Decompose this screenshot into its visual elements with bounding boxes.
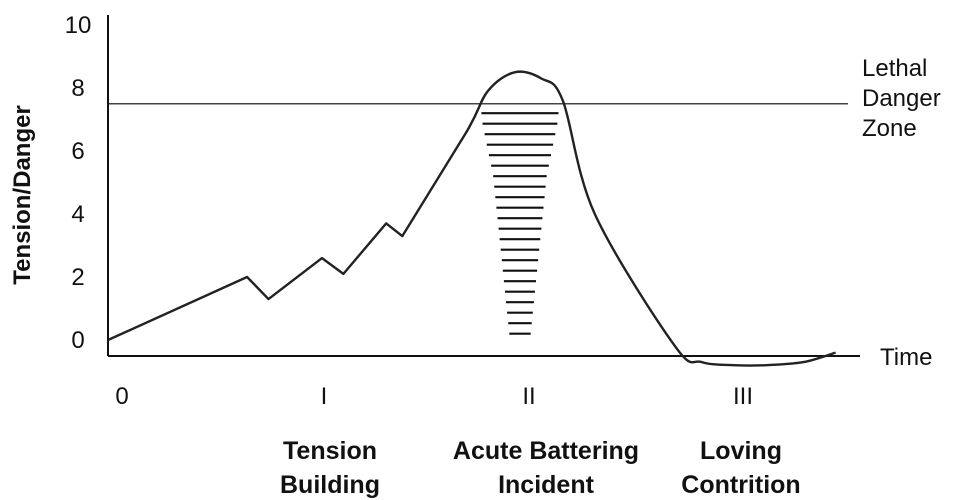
phase-title-line: Building (280, 471, 380, 499)
threshold-label-line: Danger (862, 85, 941, 112)
acute-incident-shading (481, 113, 558, 334)
y-tick-label: 6 (71, 138, 84, 165)
threshold-label-line: Zone (862, 115, 917, 142)
phase-title-line: Contrition (681, 471, 800, 499)
y-tick-label: 2 (71, 264, 84, 291)
y-tick-label: 4 (71, 201, 84, 228)
phase-title-line: Incident (498, 471, 595, 499)
y-tick-label: 0 (71, 327, 84, 354)
y-tick-label: 8 (71, 75, 84, 102)
phase-title-line: Loving (700, 437, 782, 465)
y-tick-label: 10 (65, 12, 92, 39)
y-axis-label: Tension/Danger (9, 105, 36, 285)
threshold-label-line: Lethal (862, 55, 927, 82)
x-axis-label: Time (880, 344, 932, 371)
phase-title-line: Acute Battering (453, 437, 639, 465)
phase-title-line: Tension (283, 437, 377, 465)
y-tick-labels: 10 8 6 4 2 0 (65, 12, 92, 354)
tension-danger-line (108, 72, 836, 366)
phase-numeral: 0 (115, 383, 128, 410)
phase-numeral: II (522, 383, 535, 410)
phase-numeral: III (733, 383, 753, 410)
lethal-danger-zone-label: Lethal Danger Zone (862, 55, 941, 142)
phase-labels: 0 I Tension Building II Acute Battering Incide… (115, 383, 800, 499)
phase-numeral: I (321, 383, 328, 410)
